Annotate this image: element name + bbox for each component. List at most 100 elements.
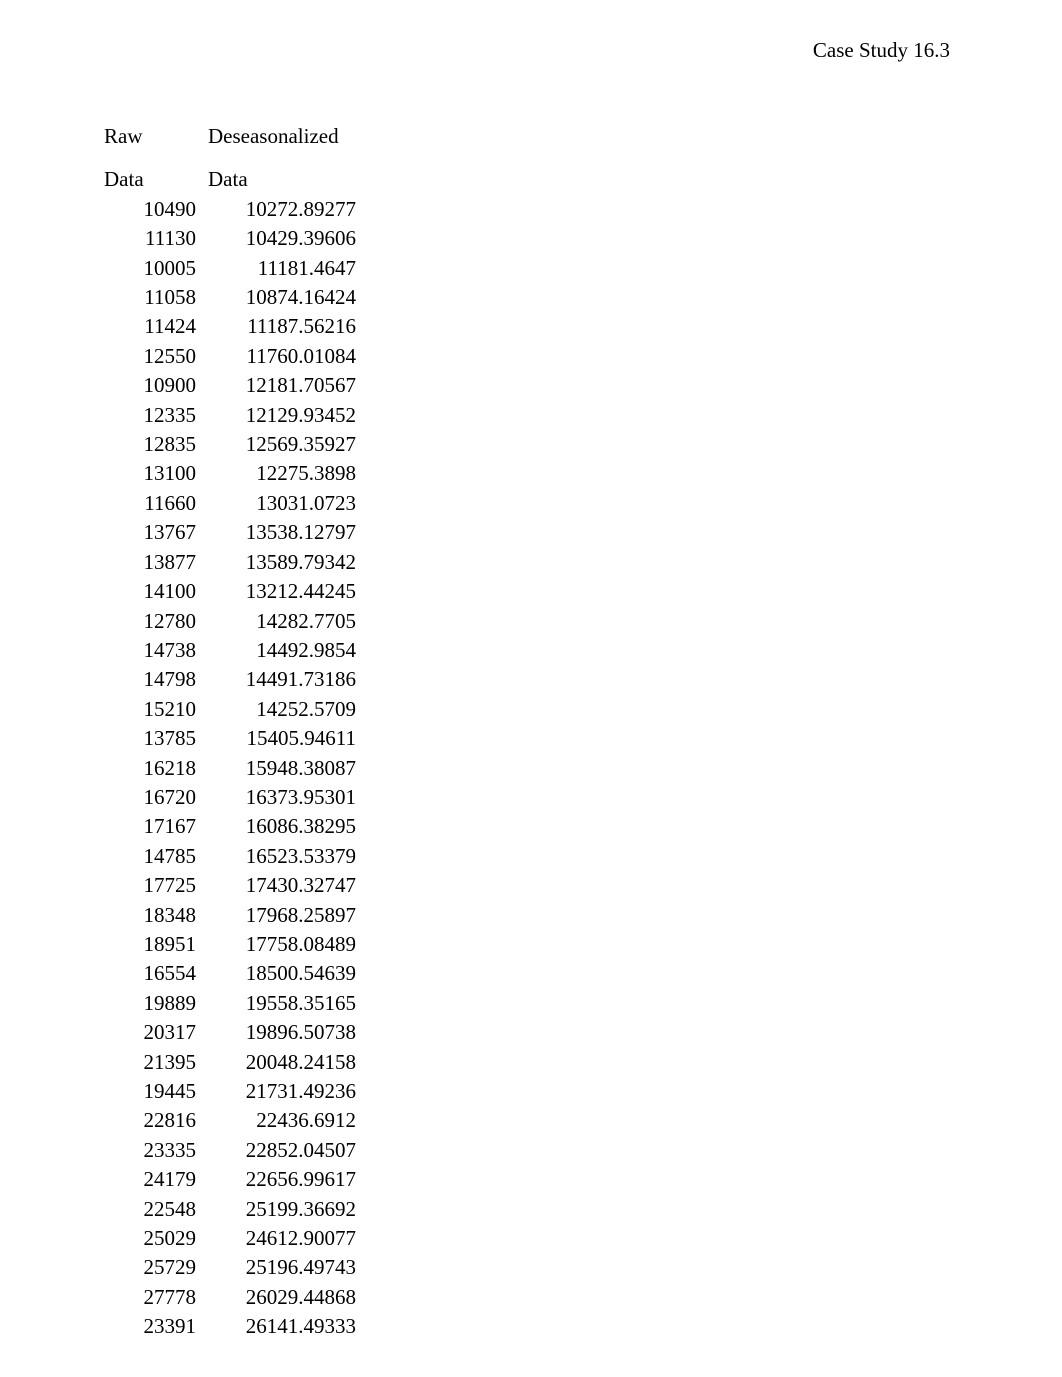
cell-deseasonalized: 12275.3898	[196, 459, 356, 488]
cell-deseasonalized: 11187.56216	[196, 312, 356, 341]
cell-raw: 10005	[104, 254, 196, 283]
page-title: Case Study 16.3	[813, 38, 950, 63]
cell-raw: 12335	[104, 401, 196, 430]
cell-raw: 16720	[104, 783, 196, 812]
cell-raw: 25729	[104, 1253, 196, 1282]
data-table: Raw Deseasonalized Data Data 1049010272.…	[104, 122, 356, 1342]
cell-raw: 22816	[104, 1106, 196, 1135]
cell-raw: 12780	[104, 607, 196, 636]
cell-raw: 10900	[104, 371, 196, 400]
table-row: 1049010272.89277	[104, 195, 356, 224]
cell-raw: 11058	[104, 283, 196, 312]
cell-raw: 11130	[104, 224, 196, 253]
cell-deseasonalized: 13538.12797	[196, 518, 356, 547]
table-header-row-1: Raw Deseasonalized	[104, 122, 356, 151]
column-header-raw-line2: Data	[104, 165, 196, 194]
table-header-row-2: Data Data	[104, 165, 356, 194]
table-row: 2254825199.36692	[104, 1195, 356, 1224]
cell-deseasonalized: 12569.35927	[196, 430, 356, 459]
cell-raw: 22548	[104, 1195, 196, 1224]
table-row: 1410013212.44245	[104, 577, 356, 606]
cell-deseasonalized: 13031.0723	[196, 489, 356, 518]
cell-raw: 18348	[104, 901, 196, 930]
cell-raw: 12550	[104, 342, 196, 371]
table-row: 2139520048.24158	[104, 1048, 356, 1077]
table-row: 1090012181.70567	[104, 371, 356, 400]
cell-raw: 20317	[104, 1018, 196, 1047]
table-row: 1376713538.12797	[104, 518, 356, 547]
cell-deseasonalized: 25196.49743	[196, 1253, 356, 1282]
table-row: 1716716086.38295	[104, 812, 356, 841]
cell-deseasonalized: 17758.08489	[196, 930, 356, 959]
table-row: 1000511181.4647	[104, 254, 356, 283]
header-spacer	[104, 151, 356, 165]
table-row: 2572925196.49743	[104, 1253, 356, 1282]
cell-raw: 13877	[104, 548, 196, 577]
table-row: 2777826029.44868	[104, 1283, 356, 1312]
cell-deseasonalized: 16373.95301	[196, 783, 356, 812]
table-row: 1672016373.95301	[104, 783, 356, 812]
cell-deseasonalized: 24612.90077	[196, 1224, 356, 1253]
cell-raw: 10490	[104, 195, 196, 224]
cell-raw: 11424	[104, 312, 196, 341]
page: Case Study 16.3 Raw Deseasonalized Data …	[0, 0, 1062, 1377]
column-header-raw-line1: Raw	[104, 122, 196, 151]
table-row: 1142411187.56216	[104, 312, 356, 341]
cell-deseasonalized: 11760.01084	[196, 342, 356, 371]
cell-deseasonalized: 21731.49236	[196, 1077, 356, 1106]
cell-deseasonalized: 18500.54639	[196, 959, 356, 988]
cell-deseasonalized: 25199.36692	[196, 1195, 356, 1224]
table-row: 1105810874.16424	[104, 283, 356, 312]
cell-raw: 18951	[104, 930, 196, 959]
table-row: 1310012275.3898	[104, 459, 356, 488]
cell-deseasonalized: 13589.79342	[196, 548, 356, 577]
cell-deseasonalized: 15948.38087	[196, 754, 356, 783]
cell-deseasonalized: 22436.6912	[196, 1106, 356, 1135]
cell-deseasonalized: 26141.49333	[196, 1312, 356, 1341]
table-row: 1479814491.73186	[104, 665, 356, 694]
cell-raw: 21395	[104, 1048, 196, 1077]
cell-raw: 19445	[104, 1077, 196, 1106]
cell-deseasonalized: 14491.73186	[196, 665, 356, 694]
cell-deseasonalized: 12181.70567	[196, 371, 356, 400]
table-row: 1772517430.32747	[104, 871, 356, 900]
cell-raw: 14100	[104, 577, 196, 606]
cell-deseasonalized: 19896.50738	[196, 1018, 356, 1047]
table-row: 1895117758.08489	[104, 930, 356, 959]
cell-deseasonalized: 14492.9854	[196, 636, 356, 665]
cell-raw: 17725	[104, 871, 196, 900]
cell-raw: 15210	[104, 695, 196, 724]
table-row: 2502924612.90077	[104, 1224, 356, 1253]
cell-deseasonalized: 17430.32747	[196, 871, 356, 900]
table-row: 1283512569.35927	[104, 430, 356, 459]
table-row: 1233512129.93452	[104, 401, 356, 430]
cell-deseasonalized: 12129.93452	[196, 401, 356, 430]
table-row: 2333522852.04507	[104, 1136, 356, 1165]
table-body: 1049010272.892771113010429.3960610005111…	[104, 195, 356, 1342]
cell-deseasonalized: 10429.39606	[196, 224, 356, 253]
table-row: 1478516523.53379	[104, 842, 356, 871]
table-row: 1378515405.94611	[104, 724, 356, 753]
column-header-deseasonalized-line1: Deseasonalized	[196, 122, 356, 151]
cell-raw: 14785	[104, 842, 196, 871]
cell-raw: 14798	[104, 665, 196, 694]
cell-deseasonalized: 20048.24158	[196, 1048, 356, 1077]
cell-deseasonalized: 16086.38295	[196, 812, 356, 841]
table-row: 2031719896.50738	[104, 1018, 356, 1047]
table-row: 1988919558.35165	[104, 989, 356, 1018]
cell-deseasonalized: 16523.53379	[196, 842, 356, 871]
cell-deseasonalized: 17968.25897	[196, 901, 356, 930]
cell-deseasonalized: 10272.89277	[196, 195, 356, 224]
table-row: 1255011760.01084	[104, 342, 356, 371]
cell-raw: 19889	[104, 989, 196, 1018]
cell-raw: 16218	[104, 754, 196, 783]
table-row: 1113010429.39606	[104, 224, 356, 253]
column-header-deseasonalized-line2: Data	[196, 165, 356, 194]
table-row: 1387713589.79342	[104, 548, 356, 577]
cell-deseasonalized: 14282.7705	[196, 607, 356, 636]
cell-raw: 12835	[104, 430, 196, 459]
table-row: 1473814492.9854	[104, 636, 356, 665]
cell-deseasonalized: 11181.4647	[196, 254, 356, 283]
cell-deseasonalized: 13212.44245	[196, 577, 356, 606]
cell-raw: 25029	[104, 1224, 196, 1253]
